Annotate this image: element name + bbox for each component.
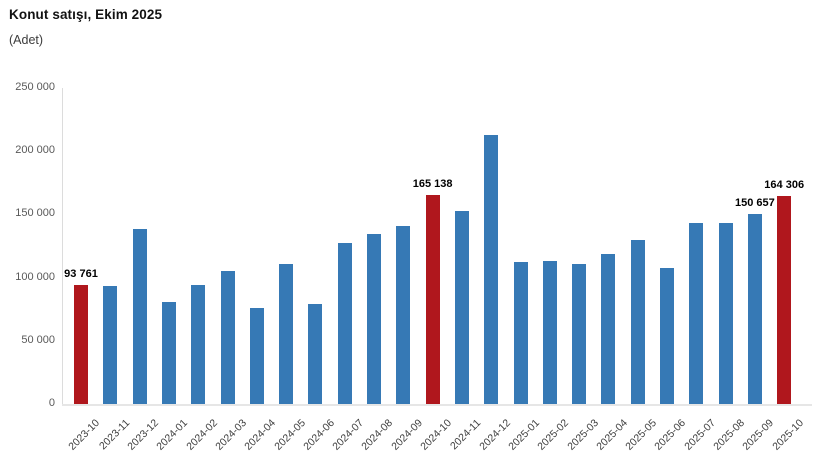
bar-2024-07: [337, 243, 352, 404]
bar-2024-08: [367, 234, 381, 404]
bar-2025-03: [572, 264, 587, 404]
bar-2023-11: [103, 286, 118, 404]
bar-2024-06: [308, 304, 323, 404]
y-axis-tick-label: 200 000: [15, 144, 55, 157]
bar-2025-04: [601, 254, 616, 404]
bar-2024-10: [425, 195, 440, 404]
y-axis-tick-label: 50 000: [21, 333, 55, 346]
bar-2024-12: [484, 135, 499, 404]
bar-2024-03: [220, 271, 235, 404]
y-axis-tick-label: 250 000: [15, 81, 55, 93]
y-axis-tick-label: 0: [48, 397, 55, 409]
bar-value-label: 165 138: [412, 178, 453, 190]
bar-2025-10: [777, 196, 792, 404]
chart-subtitle: (Adet): [9, 33, 44, 47]
bar-2025-06: [660, 268, 674, 404]
bar-2024-11: [454, 211, 469, 404]
bar-2025-09: [747, 214, 762, 404]
bar-value-label: 93 761: [64, 268, 98, 280]
bar-2023-12: [132, 229, 147, 404]
bar-2025-07: [689, 223, 704, 404]
bar-value-label: 164 306: [764, 179, 805, 191]
y-axis-tick-label: 150 000: [15, 207, 55, 220]
x-axis-line: [62, 404, 812, 406]
bar-2024-02: [191, 285, 206, 404]
bar-value-label: 150 657: [735, 197, 775, 209]
y-axis-line: [62, 88, 63, 404]
bar-2024-04: [249, 308, 264, 404]
bar-2025-02: [542, 261, 557, 404]
bar-2024-09: [396, 226, 411, 404]
y-axis-tick-label: 100 000: [15, 270, 55, 283]
bar-2025-08: [718, 223, 733, 404]
bar-2025-01: [513, 262, 528, 404]
chart-title: Konut satışı, Ekim 2025: [9, 7, 163, 22]
bar-2025-05: [630, 240, 645, 404]
bar-2023-10: [74, 285, 88, 404]
bar-2024-05: [279, 264, 294, 404]
bar-2024-01: [161, 302, 176, 404]
